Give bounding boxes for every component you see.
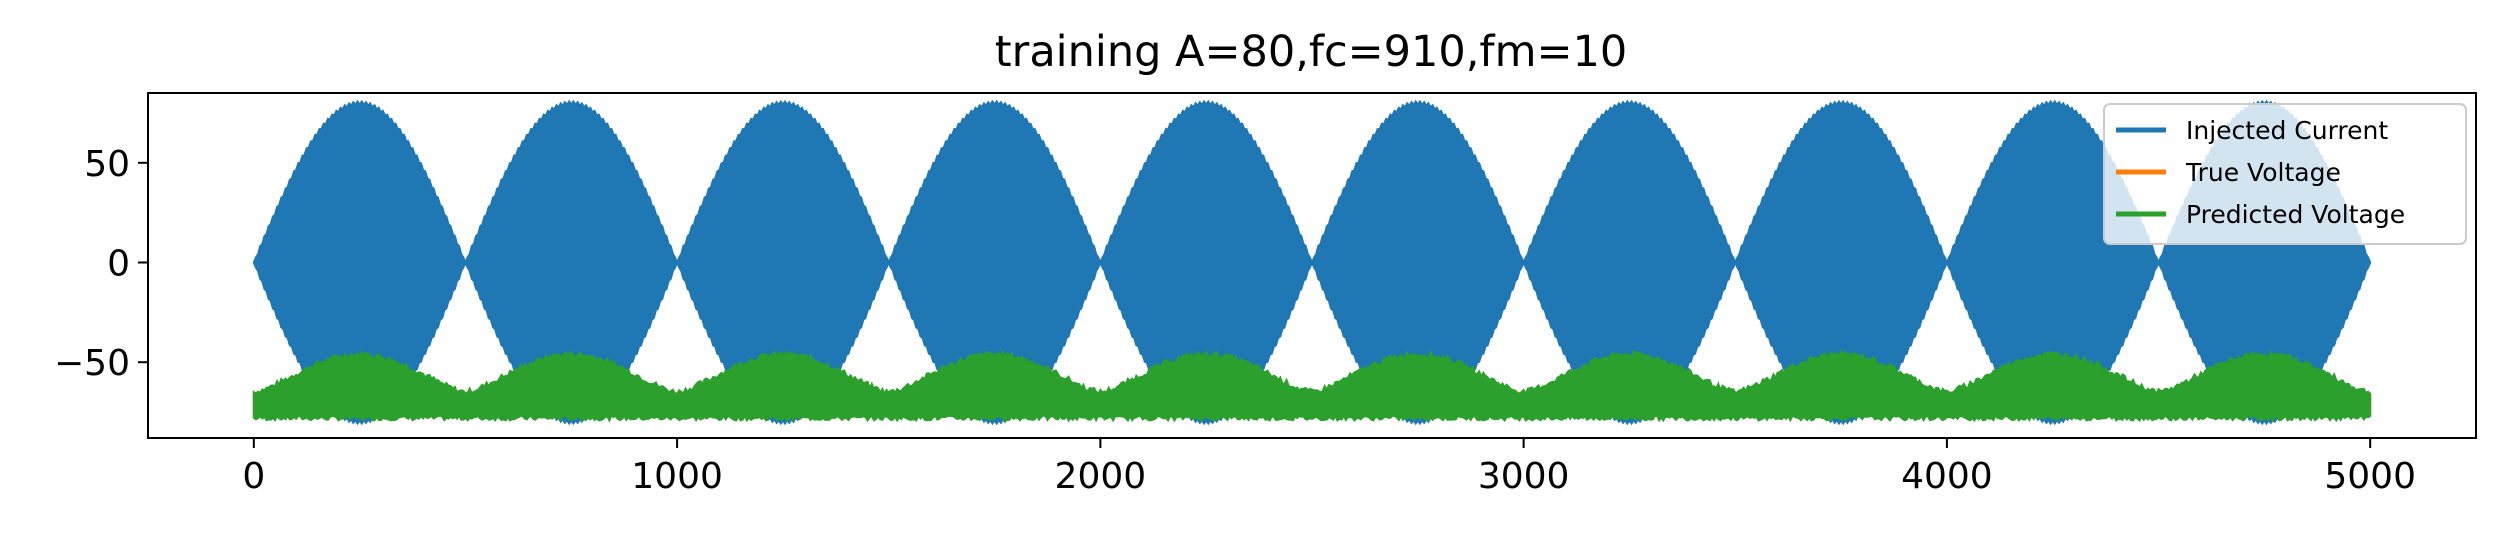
legend-label: True Voltage	[2185, 158, 2341, 187]
x-tick-label: 0	[242, 456, 265, 497]
legend-label: Injected Current	[2186, 116, 2388, 145]
legend-box	[2103, 103, 2467, 245]
x-axis: 0 1000 2000 3000 4000 5000	[242, 438, 2416, 497]
x-tick-label: 3000	[1478, 456, 1570, 497]
y-tick-label: 0	[107, 244, 130, 285]
legend: Injected Current True Voltage Predicted Vo…	[2103, 103, 2467, 245]
series-predicted-voltage	[252, 348, 2372, 423]
plot-frame	[147, 92, 2477, 439]
plot-area	[252, 99, 2372, 426]
x-tick-label: 5000	[2324, 456, 2416, 497]
x-tick-label: 1000	[631, 456, 723, 497]
chart-title: training A=80,fc=910,fm=10	[995, 27, 1627, 77]
legend-label: Predicted Voltage	[2186, 200, 2405, 229]
x-tick-label: 2000	[1055, 456, 1147, 497]
y-tick-label: −50	[54, 343, 130, 384]
y-tick-label: 50	[84, 144, 130, 185]
y-axis: 50 0 −50	[54, 144, 148, 384]
x-tick-label: 4000	[1901, 456, 1993, 497]
